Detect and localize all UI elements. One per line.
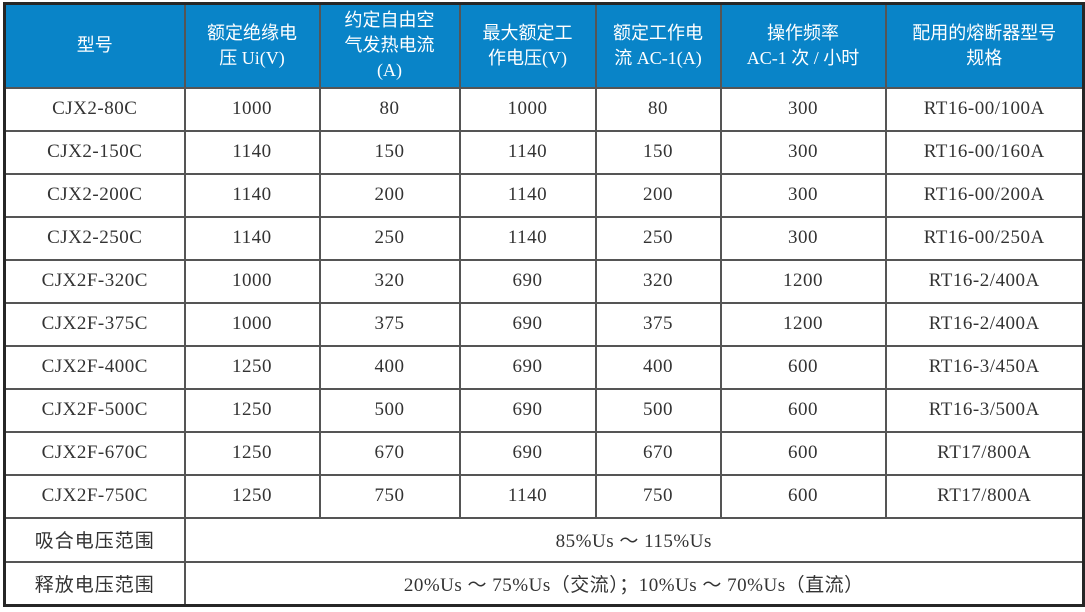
model-cell: CJX2F-750C xyxy=(3,473,186,519)
value-cell: 670 xyxy=(318,430,461,476)
value-cell: 1200 xyxy=(719,301,887,347)
value-cell: 1250 xyxy=(183,344,321,390)
value-cell: 1140 xyxy=(458,473,597,519)
release-voltage-label: 释放电压范围 xyxy=(3,560,186,607)
value-cell: 400 xyxy=(594,344,722,390)
value-cell: 600 xyxy=(719,387,887,433)
value-cell: 80 xyxy=(318,86,461,132)
table-row: CJX2-80C 1000 80 1000 80 300 RT16-00/100… xyxy=(3,86,1085,132)
header-row: 型号 额定绝缘电 压 Ui(V) 约定自由空 气发热电流 (A) 最大额定工 作… xyxy=(3,2,1085,89)
value-cell: 690 xyxy=(458,258,597,304)
value-cell: 690 xyxy=(458,344,597,390)
model-cell: CJX2-150C xyxy=(3,129,186,175)
value-cell: 400 xyxy=(318,344,461,390)
model-cell: CJX2F-500C xyxy=(3,387,186,433)
contactor-spec-table: 型号 额定绝缘电 压 Ui(V) 约定自由空 气发热电流 (A) 最大额定工 作… xyxy=(3,2,1085,607)
value-cell: RT17/800A xyxy=(884,430,1085,476)
value-cell: 500 xyxy=(594,387,722,433)
value-cell: 1140 xyxy=(183,215,321,261)
release-voltage-row: 释放电压范围 20%Us ～ 75%Us（交流）；10%Us ～ 70%Us（直… xyxy=(3,560,1085,607)
table-row: CJX2F-400C 1250 400 690 400 600 RT16-3/4… xyxy=(3,344,1085,390)
column-header-fuse-spec: 配用的熔断器型号 规格 xyxy=(884,2,1085,89)
value-cell: 1140 xyxy=(458,129,597,175)
value-cell: 1000 xyxy=(458,86,597,132)
value-cell: RT16-2/400A xyxy=(884,258,1085,304)
value-cell: 600 xyxy=(719,344,887,390)
value-cell: 300 xyxy=(719,129,887,175)
model-cell: CJX2F-375C xyxy=(3,301,186,347)
value-cell: 600 xyxy=(719,473,887,519)
column-header-rated-current: 额定工作电 流 AC-1(A) xyxy=(594,2,722,89)
value-cell: 1200 xyxy=(719,258,887,304)
value-cell: 150 xyxy=(594,129,722,175)
value-cell: 1000 xyxy=(183,301,321,347)
value-cell: 1000 xyxy=(183,86,321,132)
column-header-insulation-voltage: 额定绝缘电 压 Ui(V) xyxy=(183,2,321,89)
value-cell: RT16-00/100A xyxy=(884,86,1085,132)
value-cell: 200 xyxy=(594,172,722,218)
column-header-model: 型号 xyxy=(3,2,186,89)
table-row: CJX2F-670C 1250 670 690 670 600 RT17/800… xyxy=(3,430,1085,476)
value-cell: 500 xyxy=(318,387,461,433)
column-header-thermal-current: 约定自由空 气发热电流 (A) xyxy=(318,2,461,89)
table-row: CJX2-150C 1140 150 1140 150 300 RT16-00/… xyxy=(3,129,1085,175)
value-cell: 1250 xyxy=(183,430,321,476)
column-header-max-working-voltage: 最大额定工 作电压(V) xyxy=(458,2,597,89)
pickup-voltage-label: 吸合电压范围 xyxy=(3,516,186,563)
table-row: CJX2-200C 1140 200 1140 200 300 RT16-00/… xyxy=(3,172,1085,218)
table-row: CJX2F-500C 1250 500 690 500 600 RT16-3/5… xyxy=(3,387,1085,433)
model-cell: CJX2-250C xyxy=(3,215,186,261)
value-cell: 320 xyxy=(594,258,722,304)
value-cell: 150 xyxy=(318,129,461,175)
value-cell: 750 xyxy=(318,473,461,519)
value-cell: 1000 xyxy=(183,258,321,304)
pickup-voltage-value: 85%Us ～ 115%Us xyxy=(183,516,1085,563)
value-cell: 1140 xyxy=(183,129,321,175)
value-cell: 320 xyxy=(318,258,461,304)
column-header-operating-frequency: 操作频率 AC-1 次 / 小时 xyxy=(719,2,887,89)
value-cell: 80 xyxy=(594,86,722,132)
model-cell: CJX2-200C xyxy=(3,172,186,218)
value-cell: 375 xyxy=(318,301,461,347)
value-cell: 690 xyxy=(458,430,597,476)
value-cell: 600 xyxy=(719,430,887,476)
value-cell: 300 xyxy=(719,86,887,132)
value-cell: 670 xyxy=(594,430,722,476)
value-cell: 690 xyxy=(458,387,597,433)
value-cell: 750 xyxy=(594,473,722,519)
pickup-voltage-row: 吸合电压范围 85%Us ～ 115%Us xyxy=(3,516,1085,563)
value-cell: 300 xyxy=(719,172,887,218)
table-row: CJX2-250C 1140 250 1140 250 300 RT16-00/… xyxy=(3,215,1085,261)
value-cell: 1140 xyxy=(183,172,321,218)
value-cell: 1140 xyxy=(458,172,597,218)
release-voltage-value: 20%Us ～ 75%Us（交流）；10%Us ～ 70%Us（直流） xyxy=(183,560,1085,607)
value-cell: RT16-3/500A xyxy=(884,387,1085,433)
model-cell: CJX2-80C xyxy=(3,86,186,132)
value-cell: RT16-2/400A xyxy=(884,301,1085,347)
model-cell: CJX2F-670C xyxy=(3,430,186,476)
table-row: CJX2F-750C 1250 750 1140 750 600 RT17/80… xyxy=(3,473,1085,519)
value-cell: 300 xyxy=(719,215,887,261)
value-cell: RT16-00/160A xyxy=(884,129,1085,175)
model-cell: CJX2F-400C xyxy=(3,344,186,390)
value-cell: 250 xyxy=(594,215,722,261)
table-row: CJX2F-320C 1000 320 690 320 1200 RT16-2/… xyxy=(3,258,1085,304)
value-cell: 375 xyxy=(594,301,722,347)
value-cell: RT16-00/200A xyxy=(884,172,1085,218)
value-cell: 690 xyxy=(458,301,597,347)
value-cell: 1250 xyxy=(183,473,321,519)
table-row: CJX2F-375C 1000 375 690 375 1200 RT16-2/… xyxy=(3,301,1085,347)
model-cell: CJX2F-320C xyxy=(3,258,186,304)
value-cell: RT16-3/450A xyxy=(884,344,1085,390)
value-cell: 250 xyxy=(318,215,461,261)
value-cell: 200 xyxy=(318,172,461,218)
value-cell: 1140 xyxy=(458,215,597,261)
value-cell: RT16-00/250A xyxy=(884,215,1085,261)
value-cell: 1250 xyxy=(183,387,321,433)
value-cell: RT17/800A xyxy=(884,473,1085,519)
